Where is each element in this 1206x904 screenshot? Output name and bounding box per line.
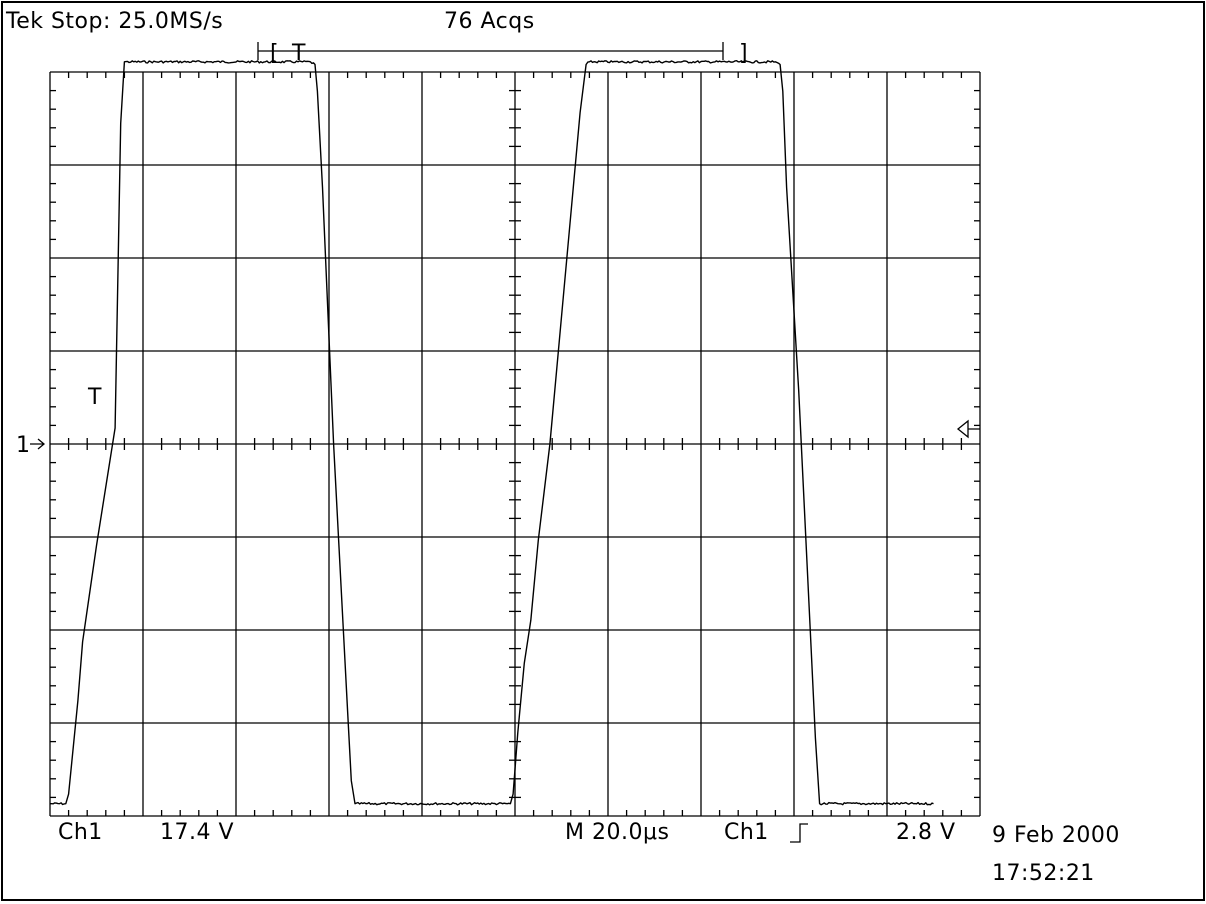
- trigger-point-label: T: [87, 385, 102, 410]
- channel-label: Ch1: [58, 820, 103, 845]
- channel-1-waveform: [50, 60, 934, 806]
- trigger-level: 2.8 V: [896, 820, 956, 845]
- channel-1-ground-label: 1: [16, 433, 31, 458]
- channel-1-ground-marker: 1: [16, 433, 46, 458]
- volts-per-division: 17.4 V: [160, 820, 234, 845]
- record-bracket-right: ]: [739, 41, 748, 66]
- acquisition-status: Tek Stop: 25.0MS/s: [5, 9, 223, 34]
- record-position-indicator: [ T ]: [257, 41, 748, 66]
- capture-time: 17:52:21: [992, 861, 1095, 886]
- trigger-source: Ch1: [724, 820, 769, 845]
- rising-edge-icon: [790, 823, 808, 843]
- capture-date: 9 Feb 2000: [992, 823, 1120, 848]
- left-arrow-icon: [956, 419, 980, 439]
- graticule-ticks: [50, 72, 980, 816]
- record-bracket-left: [: [270, 41, 279, 66]
- timebase-readout: M 20.0μs: [565, 820, 669, 845]
- right-arrow-icon: [30, 438, 46, 450]
- acquisition-count: 76 Acqs: [444, 9, 535, 34]
- graticule-grid: [49, 71, 981, 817]
- trigger-position-marker: T: [291, 41, 306, 66]
